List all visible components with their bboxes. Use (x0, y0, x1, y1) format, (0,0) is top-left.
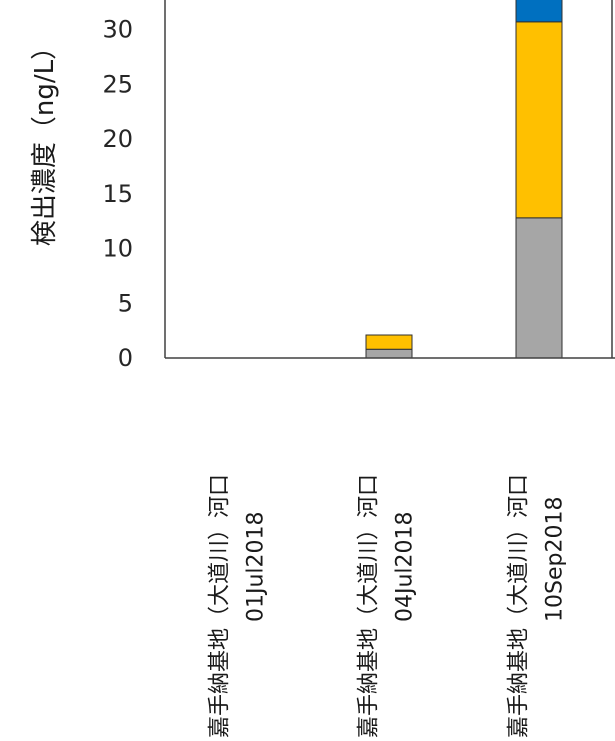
x-category-label: 嘉手納基地（大道川）河口 (507, 474, 532, 738)
x-category-labels: 嘉手納基地（大道川）河口 01Jul2018 嘉手納基地（大道川）河口 04Jul20… (208, 474, 568, 738)
x-category-label: 04Jul2018 (393, 511, 418, 622)
y-tick-label: 25 (102, 70, 133, 98)
y-tick-label: 30 (102, 16, 133, 44)
y-tick-labels: 0 5 10 15 20 25 30 (102, 16, 133, 373)
bar-segment (365, 334, 413, 350)
bar-segment (365, 348, 413, 359)
y-tick-label: 20 (102, 125, 133, 153)
y-axis-title: 検出濃度（ng/L） (30, 34, 60, 246)
bar-segment (515, 217, 563, 359)
x-category-label: 嘉手納基地（大道川）河口 (208, 474, 233, 738)
bar-segment (515, 0, 563, 23)
y-tick-label: 5 (118, 289, 133, 317)
bars-group (365, 0, 563, 359)
x-category-label: 01Jul2018 (244, 511, 269, 622)
bar-segment (515, 21, 563, 219)
y-tick-label: 15 (102, 180, 133, 208)
x-category-label: 10Sep2018 (543, 497, 568, 622)
y-tick-label: 10 (102, 235, 133, 263)
x-category-label: 嘉手納基地（大道川）河口 (357, 474, 382, 738)
y-tick-label: 0 (118, 344, 133, 372)
